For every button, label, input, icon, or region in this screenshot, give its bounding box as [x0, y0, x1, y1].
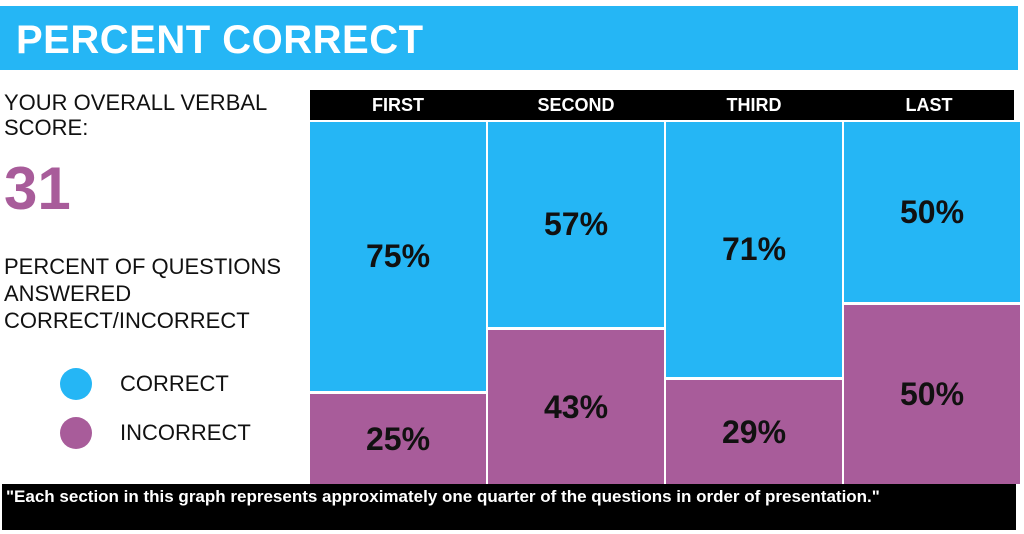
data-label-correct: 71% [721, 231, 787, 267]
bar-correct-second: 57% [488, 122, 664, 327]
category-header: SECOND [537, 95, 615, 115]
bar-incorrect-first: 25% [310, 394, 486, 484]
stacked-bar-chart: 75% 25% 57% 43% 71% 29% 50% 50% [310, 122, 1020, 484]
bar-correct-third: 71% [666, 122, 842, 377]
bar-incorrect-third: 29% [666, 380, 842, 484]
bar-correct-first: 75% [310, 122, 486, 391]
score-value: 31 [4, 155, 71, 222]
data-label-incorrect: 43% [543, 388, 609, 425]
legend-label-correct: CORRECT [120, 371, 229, 396]
data-label-incorrect: 25% [365, 420, 431, 457]
page-title: PERCENT CORRECT [16, 18, 424, 62]
legend-label-incorrect: INCORRECT [120, 420, 251, 445]
correct-circle-icon [60, 368, 92, 400]
score-label: YOUR OVERALL VERBAL SCORE: [4, 90, 267, 140]
data-label-incorrect: 50% [899, 376, 965, 412]
bar-incorrect-second: 43% [488, 330, 664, 484]
bar-incorrect-last: 50% [844, 305, 1020, 484]
percent-label: PERCENT OF QUESTIONS ANSWERED CORRECT/IN… [4, 254, 282, 333]
data-label-correct: 57% [543, 206, 609, 242]
category-header: FIRST [372, 95, 424, 115]
footnote: "Each section in this graph represents a… [2, 484, 1016, 530]
data-label-correct: 50% [899, 193, 965, 230]
data-label-correct: 75% [365, 238, 431, 274]
category-header: THIRD [726, 95, 782, 115]
category-header: LAST [905, 95, 953, 115]
category-header-bar: FIRST SECOND THIRD LAST [310, 90, 1014, 120]
title-bar: PERCENT CORRECT [0, 6, 1018, 70]
data-label-incorrect: 29% [721, 413, 787, 450]
bar-correct-last: 50% [844, 122, 1020, 302]
incorrect-circle-icon [60, 417, 92, 449]
